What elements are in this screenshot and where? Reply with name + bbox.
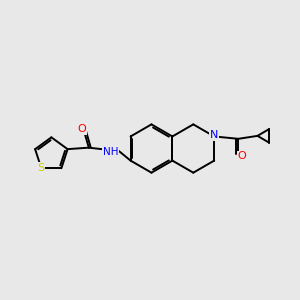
Text: O: O — [238, 152, 246, 161]
Text: O: O — [77, 124, 86, 134]
Text: N: N — [210, 130, 218, 140]
Text: NH: NH — [103, 147, 118, 157]
Text: S: S — [37, 163, 44, 173]
